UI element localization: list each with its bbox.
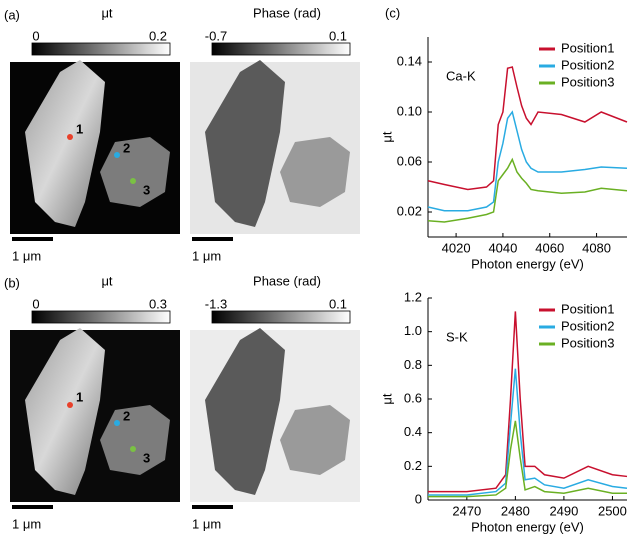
- position-label: 1: [76, 389, 83, 404]
- colorbar-tick-label: 0: [32, 28, 39, 43]
- series-line: [428, 368, 628, 496]
- position-marker: [67, 402, 73, 408]
- position-label: 3: [143, 450, 150, 465]
- series-line: [428, 311, 628, 493]
- position-marker: [114, 420, 120, 426]
- colorbar-label: μt: [101, 273, 112, 288]
- x-tick-label: 4080: [582, 240, 611, 255]
- series-line: [428, 420, 627, 498]
- position-label: 2: [123, 408, 130, 423]
- y-tick-label: 0: [415, 491, 422, 506]
- x-tick-label: 4020: [442, 240, 471, 255]
- legend-label: Position1: [561, 301, 614, 316]
- colorbar: [211, 310, 351, 324]
- series-line: [427, 157, 628, 223]
- x-tick-label: 2480: [501, 503, 530, 518]
- legend-label: Position3: [561, 74, 614, 89]
- position-marker: [114, 152, 120, 158]
- y-tick-label: 0.6: [404, 390, 422, 405]
- colorbar: [31, 42, 171, 56]
- colorbar-label: Phase (rad): [253, 273, 321, 288]
- x-tick-label: 2470: [452, 503, 481, 518]
- position-label: 3: [143, 182, 150, 197]
- x-tick-label: 4040: [488, 240, 517, 255]
- y-tick-label: 0.8: [404, 357, 422, 372]
- legend-label: Position3: [561, 335, 614, 350]
- colorbar-label: Phase (rad): [253, 5, 321, 20]
- x-axis-label: Photon energy (eV): [471, 519, 584, 534]
- legend-label: Position2: [561, 318, 614, 333]
- panel-label: (c): [385, 5, 400, 20]
- colorbar-label: μt: [101, 5, 112, 20]
- y-tick-label: 1.2: [404, 289, 422, 304]
- panel-label: (a): [4, 7, 20, 22]
- scale-bar: [192, 237, 233, 241]
- colorbar-tick-label: 0.1: [329, 296, 347, 311]
- position-marker: [130, 178, 136, 184]
- colorbar-tick-label: -1.3: [205, 296, 227, 311]
- y-tick-label: 0.14: [397, 53, 422, 68]
- x-tick-label: 4060: [535, 240, 564, 255]
- colorbar-tick-label: 0.1: [329, 28, 347, 43]
- x-tick-label: 2500: [598, 503, 627, 518]
- colorbar: [211, 42, 351, 56]
- scale-bar-label: 1 μm: [192, 516, 221, 531]
- series-line: [427, 110, 628, 212]
- position-label: 1: [76, 121, 83, 136]
- y-tick-label: 0.02: [397, 203, 422, 218]
- series-line: [427, 66, 628, 191]
- y-axis-label: μt: [379, 393, 394, 404]
- position-label: 2: [123, 140, 130, 155]
- position-marker: [130, 446, 136, 452]
- scale-bar-label: 1 μm: [192, 248, 221, 263]
- legend-label: Position1: [561, 40, 614, 55]
- scale-bar-label: 1 μm: [12, 516, 41, 531]
- colorbar-tick-label: 0: [32, 296, 39, 311]
- colorbar-tick-label: 0.3: [149, 296, 167, 311]
- y-tick-label: 0.2: [404, 458, 422, 473]
- images: [10, 60, 360, 502]
- scale-bar: [192, 505, 233, 509]
- y-axis-label: μt: [379, 131, 394, 142]
- scale-bar: [12, 237, 53, 241]
- y-tick-label: 0.10: [397, 103, 422, 118]
- colorbar-tick-label: -0.7: [205, 28, 227, 43]
- y-tick-label: 1.0: [404, 323, 422, 338]
- x-axis-label: Photon energy (eV): [471, 256, 584, 271]
- x-tick-label: 2490: [549, 503, 578, 518]
- y-tick-label: 0.4: [404, 424, 422, 439]
- scale-bar-label: 1 μm: [12, 248, 41, 263]
- colorbar: [31, 310, 171, 324]
- scale-bar: [12, 505, 53, 509]
- annotation: Ca-K: [446, 68, 476, 83]
- position-marker: [67, 134, 73, 140]
- annotation: S-K: [446, 329, 468, 344]
- colorbar-tick-label: 0.2: [149, 28, 167, 43]
- legend-label: Position2: [561, 57, 614, 72]
- y-tick-label: 0.06: [397, 153, 422, 168]
- panel-label: (b): [4, 275, 20, 290]
